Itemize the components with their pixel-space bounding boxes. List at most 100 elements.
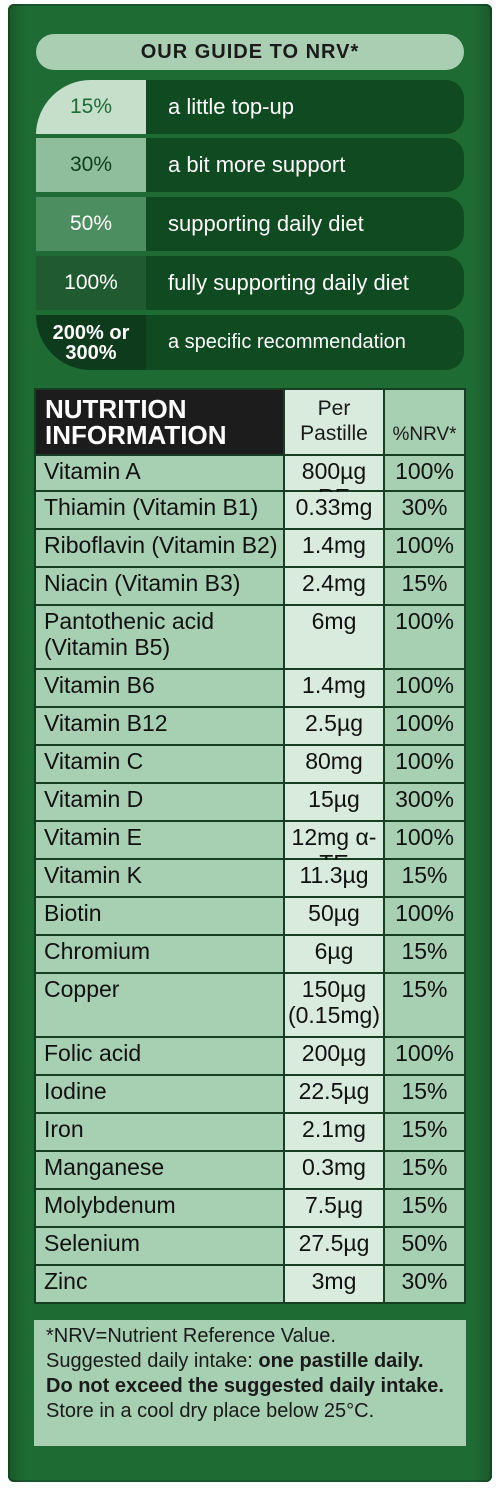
- nutrient-name: Biotin: [44, 900, 102, 926]
- nrv-percent: 15%: [401, 1116, 448, 1142]
- per-pastille-value: 2.4mg: [283, 568, 385, 604]
- nrv-percent: 100%: [395, 672, 454, 698]
- per-pastille-value: 15µg: [283, 784, 385, 820]
- per-pastille-value: 1.4mg: [283, 530, 385, 566]
- nrv-percent: 15%: [401, 1192, 448, 1218]
- nutrient-name: Selenium: [44, 1230, 140, 1256]
- per-pastille-value: 7.5µg: [283, 1190, 385, 1226]
- nrv-percent: 15%: [401, 862, 448, 888]
- per-pastille-value: 200µg: [283, 1038, 385, 1074]
- table-row: Vitamin A 800µg RE 100%: [36, 456, 464, 510]
- per-pastille-value: 12mg α-TE: [283, 822, 385, 876]
- nutrient-name: Zinc: [44, 1268, 88, 1294]
- nrv-desc-15: a little top-up: [146, 80, 464, 134]
- table-row: Molybdenum 7.5µg 15%: [36, 1190, 464, 1228]
- nrv-percent: 30%: [401, 494, 448, 520]
- table-row: Pantothenic acid (Vitamin B5) 6mg 100%: [36, 606, 464, 670]
- per-pastille-value: 6µg: [283, 936, 385, 972]
- nutrient-name: Folic acid: [44, 1040, 142, 1066]
- table-row: Vitamin K 11.3µg 15%: [36, 860, 464, 898]
- intake-amount: one pastille daily.: [258, 1350, 424, 1372]
- nrv-level-30: 30%: [36, 138, 146, 192]
- table-row: Vitamin B6 1.4mg 100%: [36, 670, 464, 708]
- table-row: Vitamin E 12mg α-TE 100%: [36, 822, 464, 876]
- table-row: Folic acid 200µg 100%: [36, 1038, 464, 1076]
- table-row: Riboflavin (Vitamin B2) 1.4mg 100%: [36, 530, 464, 568]
- intake-prefix: Suggested daily intake:: [46, 1350, 259, 1372]
- nutrient-name: Chromium: [44, 938, 151, 964]
- per-pastille-value: 80mg: [283, 746, 385, 782]
- nrv-percent: 15%: [401, 938, 448, 964]
- table-row: Iodine 22.5µg 15%: [36, 1076, 464, 1114]
- nrv-definition: *NRV=Nutrient Reference Value.: [46, 1325, 336, 1347]
- table-row: Niacin (Vitamin B3) 2.4mg 15%: [36, 568, 464, 606]
- table-row: Biotin 50µg 100%: [36, 898, 464, 936]
- header-nutrition-information: NUTRITION INFORMATION: [36, 390, 283, 454]
- per-pastille-value: 2.5µg: [283, 708, 385, 744]
- per-pastille-value: 22.5µg: [283, 1076, 385, 1112]
- nrv-percent: 100%: [395, 900, 454, 926]
- footer-notes: *NRV=Nutrient Reference Value. Suggested…: [34, 1320, 466, 1446]
- nrv-desc-200-300: a specific recommendation: [146, 315, 464, 370]
- table-row: Zinc 3mg 30%: [36, 1266, 464, 1302]
- table-row: Chromium 6µg 15%: [36, 936, 464, 974]
- nutrition-table: NUTRITION INFORMATION Per Pastille %NRV*…: [34, 388, 466, 1304]
- nrv-percent: 100%: [395, 608, 454, 634]
- nrv-desc-50: supporting daily diet: [146, 197, 464, 251]
- nutrient-name: Pantothenic acid (Vitamin B5): [44, 608, 215, 660]
- per-pastille-value: 3mg: [283, 1266, 385, 1302]
- intake-warning: Do not exceed the suggested daily intake…: [46, 1375, 444, 1397]
- nrv-percent: 100%: [395, 748, 454, 774]
- header-nrv: %NRV*: [385, 390, 464, 454]
- nutrient-name: Riboflavin (Vitamin B2): [44, 532, 278, 558]
- nrv-level-100: 100%: [36, 256, 146, 310]
- table-row: Vitamin C 80mg 100%: [36, 746, 464, 784]
- table-row: Thiamin (Vitamin B1) 0.33mg 30%: [36, 492, 464, 530]
- nutrient-name: Iodine: [44, 1078, 107, 1104]
- nrv-percent: 100%: [395, 532, 454, 558]
- nutrient-name: Copper: [44, 976, 120, 1002]
- per-pastille-value: 0.33mg: [283, 492, 385, 528]
- table-row: Vitamin D 15µg 300%: [36, 784, 464, 822]
- nutrient-name: Thiamin (Vitamin B1): [44, 494, 259, 520]
- nrv-percent: 300%: [395, 786, 454, 812]
- nrv-percent: 100%: [395, 824, 454, 850]
- nrv-percent: 15%: [401, 1154, 448, 1180]
- nrv-percent: 100%: [395, 710, 454, 736]
- storage-note: Store in a cool dry place below 25°C.: [46, 1400, 375, 1422]
- per-pastille-value: 6mg: [283, 606, 385, 668]
- table-row: Manganese 0.3mg 15%: [36, 1152, 464, 1190]
- nrv-desc-100: fully supporting daily diet: [146, 256, 464, 310]
- nrv-level-200-300: 200% or 300%: [36, 315, 146, 370]
- table-header: NUTRITION INFORMATION Per Pastille %NRV*: [36, 390, 464, 456]
- nrv-percent: 100%: [395, 1040, 454, 1066]
- nrv-percent: 15%: [401, 1078, 448, 1104]
- nrv-percent: 30%: [401, 1268, 448, 1294]
- header-per-pastille: Per Pastille: [283, 390, 385, 454]
- nutrient-name: Vitamin C: [44, 748, 144, 774]
- per-pastille-value: 50µg: [283, 898, 385, 934]
- nutrient-name: Vitamin K: [44, 862, 143, 888]
- table-row: Copper 150µg (0.15mg) 15%: [36, 974, 464, 1038]
- nrv-percent: 15%: [401, 976, 448, 1002]
- nutrient-name: Manganese: [44, 1154, 165, 1180]
- nutrient-name: Vitamin B6: [44, 672, 155, 698]
- nrv-level-column: 15% 30% 50% 100% 200% or 300%: [36, 80, 146, 370]
- per-pastille-value: 1.4mg: [283, 670, 385, 706]
- per-pastille-value: 27.5µg: [283, 1228, 385, 1264]
- nrv-percent: 15%: [401, 570, 448, 596]
- nutrient-name: Vitamin D: [44, 786, 144, 812]
- nutrient-name: Vitamin E: [44, 824, 143, 850]
- nrv-percent: 100%: [395, 458, 454, 484]
- nrv-desc-30: a bit more support: [146, 138, 464, 192]
- nutrient-name: Vitamin A: [44, 458, 141, 484]
- per-pastille-value: 2.1mg: [283, 1114, 385, 1150]
- nutrient-name: Vitamin B12: [44, 710, 168, 736]
- suggested-intake: Suggested daily intake: one pastille dai…: [46, 1349, 466, 1374]
- per-pastille-value: 11.3µg: [283, 860, 385, 896]
- nutrient-name: Molybdenum: [44, 1192, 176, 1218]
- nrv-percent: 50%: [401, 1230, 448, 1256]
- per-pastille-value: 800µg RE: [283, 456, 385, 510]
- table-row: Vitamin B12 2.5µg 100%: [36, 708, 464, 746]
